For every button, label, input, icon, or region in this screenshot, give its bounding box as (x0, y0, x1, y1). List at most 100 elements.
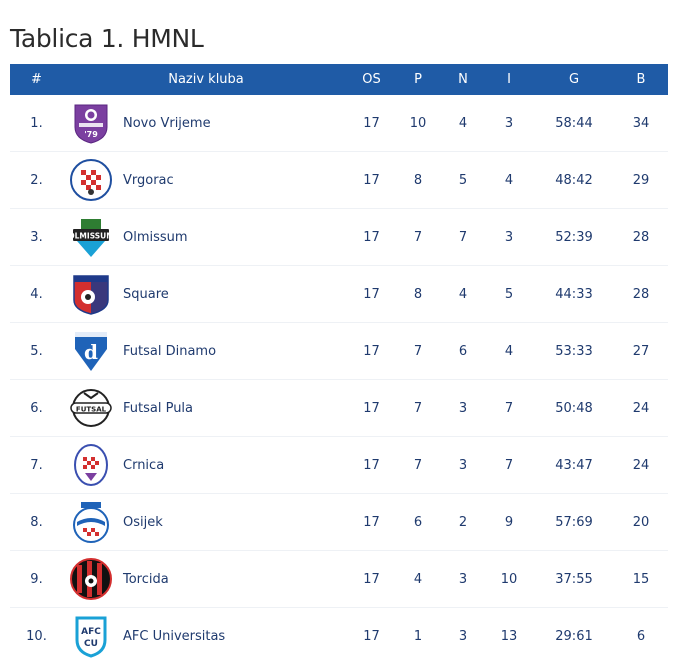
os-cell: 17 (349, 323, 394, 380)
club-cell[interactable]: OLMISSUM Olmissum (63, 209, 349, 266)
rank-cell: 10. (10, 608, 63, 664)
club-name[interactable]: Square (123, 287, 169, 302)
header-os[interactable]: OS (349, 64, 394, 95)
futsal-dinamo-logo: d (69, 329, 113, 373)
svg-text:FUTSAL: FUTSAL (76, 406, 107, 414)
table-row[interactable]: 9. Torcida 17 4 3 10 37:55 15 (10, 551, 668, 608)
header-rank[interactable]: # (10, 64, 63, 95)
g-cell: 50:48 (534, 380, 614, 437)
os-cell: 17 (349, 209, 394, 266)
club-cell[interactable]: Crnica (63, 437, 349, 494)
header-p[interactable]: P (394, 64, 442, 95)
i-cell: 4 (484, 152, 534, 209)
table-row[interactable]: 7. Crnica 17 7 3 7 43:47 24 (10, 437, 668, 494)
page-title: Tablica 1. HMNL (10, 24, 204, 53)
p-cell: 7 (394, 380, 442, 437)
b-cell: 15 (614, 551, 668, 608)
club-name[interactable]: Futsal Pula (123, 401, 193, 416)
table-row[interactable]: 6. FUTSAL Futsal Pula 17 7 3 7 50:48 24 (10, 380, 668, 437)
club-name[interactable]: Vrgorac (123, 173, 174, 188)
p-cell: 7 (394, 437, 442, 494)
n-cell: 4 (442, 95, 484, 152)
os-cell: 17 (349, 608, 394, 664)
rank-cell: 7. (10, 437, 63, 494)
club-name[interactable]: AFC Universitas (123, 629, 225, 644)
table-body: 1. '79 Novo Vrijeme 17 10 4 3 58:44 34 2… (10, 95, 668, 664)
header-b[interactable]: B (614, 64, 668, 95)
i-cell: 10 (484, 551, 534, 608)
n-cell: 5 (442, 152, 484, 209)
novo-vrijeme-logo: '79 (69, 101, 113, 145)
i-cell: 7 (484, 380, 534, 437)
g-cell: 37:55 (534, 551, 614, 608)
svg-text:d: d (84, 340, 98, 364)
svg-text:AFC: AFC (81, 627, 101, 637)
rank-cell: 5. (10, 323, 63, 380)
p-cell: 6 (394, 494, 442, 551)
header-club[interactable]: Naziv kluba (63, 64, 349, 95)
table-row[interactable]: 2. Vrgorac 17 8 5 4 48:42 29 (10, 152, 668, 209)
rank-cell: 4. (10, 266, 63, 323)
club-cell[interactable]: Vrgorac (63, 152, 349, 209)
n-cell: 3 (442, 608, 484, 664)
b-cell: 6 (614, 608, 668, 664)
club-name[interactable]: Torcida (123, 572, 169, 587)
n-cell: 3 (442, 437, 484, 494)
standings-table: # Naziv kluba OS P N I G B 1. '79 Novo V… (10, 64, 668, 664)
header-i[interactable]: I (484, 64, 534, 95)
os-cell: 17 (349, 266, 394, 323)
os-cell: 17 (349, 437, 394, 494)
svg-text:'79: '79 (84, 130, 98, 139)
olmissum-logo: OLMISSUM (69, 215, 113, 259)
club-cell[interactable]: FUTSAL Futsal Pula (63, 380, 349, 437)
afc-universitas-logo: AFC CU (69, 614, 113, 658)
n-cell: 3 (442, 380, 484, 437)
i-cell: 4 (484, 323, 534, 380)
table-row[interactable]: 5. d Futsal Dinamo 17 7 6 4 53:33 27 (10, 323, 668, 380)
os-cell: 17 (349, 152, 394, 209)
i-cell: 3 (484, 95, 534, 152)
header-g[interactable]: G (534, 64, 614, 95)
table-header: # Naziv kluba OS P N I G B (10, 64, 668, 95)
table-row[interactable]: 3. OLMISSUM Olmissum 17 7 7 3 52:39 28 (10, 209, 668, 266)
i-cell: 13 (484, 608, 534, 664)
club-name[interactable]: Novo Vrijeme (123, 116, 211, 131)
table-row[interactable]: 4. Square 17 8 4 5 44:33 28 (10, 266, 668, 323)
g-cell: 58:44 (534, 95, 614, 152)
g-cell: 52:39 (534, 209, 614, 266)
p-cell: 7 (394, 209, 442, 266)
futsal-pula-logo: FUTSAL (69, 386, 113, 430)
g-cell: 53:33 (534, 323, 614, 380)
club-name[interactable]: Crnica (123, 458, 164, 473)
p-cell: 4 (394, 551, 442, 608)
rank-cell: 2. (10, 152, 63, 209)
g-cell: 44:33 (534, 266, 614, 323)
club-name[interactable]: Olmissum (123, 230, 188, 245)
osijek-logo (69, 500, 113, 544)
table-row[interactable]: 8. Osijek 17 6 2 9 57:69 20 (10, 494, 668, 551)
g-cell: 29:61 (534, 608, 614, 664)
torcida-logo (69, 557, 113, 601)
p-cell: 8 (394, 266, 442, 323)
club-cell[interactable]: '79 Novo Vrijeme (63, 95, 349, 152)
club-cell[interactable]: AFC CU AFC Universitas (63, 608, 349, 664)
club-cell[interactable]: Torcida (63, 551, 349, 608)
club-name[interactable]: Osijek (123, 515, 163, 530)
os-cell: 17 (349, 380, 394, 437)
club-cell[interactable]: Osijek (63, 494, 349, 551)
table-row[interactable]: 1. '79 Novo Vrijeme 17 10 4 3 58:44 34 (10, 95, 668, 152)
i-cell: 9 (484, 494, 534, 551)
header-n[interactable]: N (442, 64, 484, 95)
rank-cell: 3. (10, 209, 63, 266)
n-cell: 2 (442, 494, 484, 551)
rank-cell: 6. (10, 380, 63, 437)
club-cell[interactable]: d Futsal Dinamo (63, 323, 349, 380)
b-cell: 28 (614, 266, 668, 323)
club-cell[interactable]: Square (63, 266, 349, 323)
club-name[interactable]: Futsal Dinamo (123, 344, 216, 359)
square-logo (69, 272, 113, 316)
p-cell: 8 (394, 152, 442, 209)
svg-text:CU: CU (84, 639, 98, 649)
p-cell: 10 (394, 95, 442, 152)
